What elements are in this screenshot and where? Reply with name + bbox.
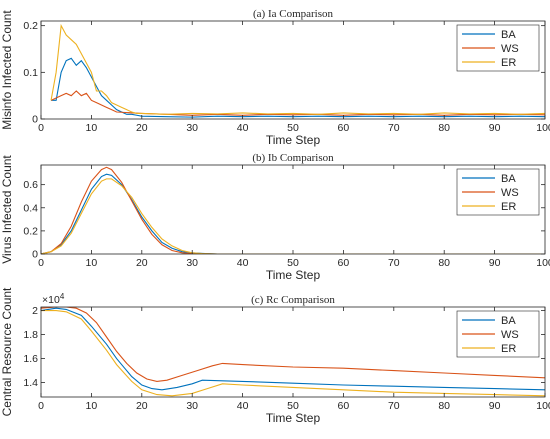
chart-panel-b: 0 10 20 30 40 50 60 70 80 90 100 0 0.2 0.4 0.6 (b) Ib C… <box>0 152 550 282</box>
x-axis-label: Time Step <box>266 411 321 425</box>
x-tick-label: 60 <box>338 257 350 269</box>
series-line-er <box>50 23 545 115</box>
legend-label-er: ER <box>501 343 516 355</box>
y-tick-label: 1.8 <box>23 329 38 341</box>
x-tick-label: 50 <box>287 400 299 412</box>
x-tick-label: 10 <box>86 400 98 412</box>
y-tick-label: 0 <box>32 249 38 261</box>
x-tick-label: 40 <box>237 257 249 269</box>
x-tick-label: 20 <box>136 400 148 412</box>
legend: BA WS ER <box>456 168 540 216</box>
x-tick-label: 10 <box>86 257 98 269</box>
legend-label-ba: BA <box>501 29 516 41</box>
y-tick-label: 0.6 <box>23 179 38 191</box>
legend-label-ws: WS <box>501 329 519 341</box>
x-tick-label: 100 <box>536 257 550 269</box>
x-axis-label: Time Step <box>266 268 321 282</box>
x-tick-label: 40 <box>237 122 249 134</box>
x-tick-label: 90 <box>489 400 501 412</box>
y-tick-label: 0.4 <box>23 202 38 214</box>
y-axis-label: Central Resource Count <box>0 287 14 416</box>
x-tick-label: 0 <box>38 257 44 269</box>
legend-label-ba: BA <box>501 315 516 327</box>
x-tick-label: 70 <box>388 122 400 134</box>
y-tick-label: 0 <box>32 114 38 126</box>
x-tick-label: 60 <box>338 122 350 134</box>
x-tick-label: 60 <box>338 400 350 412</box>
chart-panel-a: 0 10 20 30 40 50 60 70 80 90 100 0 0.1 0.2 (a) Ia Comp… <box>0 8 550 147</box>
legend: BA WS ER <box>456 24 540 72</box>
legend-label-er: ER <box>501 201 516 213</box>
chart-title: (b) Ib Comparison <box>252 152 334 164</box>
y-tick-label: 0.2 <box>23 20 38 32</box>
series-line-ba <box>51 57 545 118</box>
x-tick-label: 30 <box>186 257 198 269</box>
chart-title: (c) Rc Comparison <box>251 294 335 306</box>
y-tick-label: 1.6 <box>23 353 38 365</box>
y-axis-multiplier: ×104 <box>42 292 65 306</box>
x-tick-label: 80 <box>438 122 450 134</box>
x-tick-label: 0 <box>38 122 44 134</box>
series-line-er <box>41 310 545 397</box>
legend: BA WS ER <box>456 310 540 358</box>
y-axis-label: Misinfo Infected Count <box>0 10 14 130</box>
x-tick-label: 80 <box>438 400 450 412</box>
series-line-er <box>41 178 545 254</box>
x-tick-label: 30 <box>186 122 198 134</box>
legend-label-er: ER <box>501 57 516 69</box>
x-tick-label: 50 <box>287 122 299 134</box>
x-tick-label: 30 <box>186 400 198 412</box>
y-tick-label: 0.2 <box>23 225 38 237</box>
x-axis-label: Time Step <box>266 133 321 147</box>
y-tick-label: 2 <box>32 305 38 317</box>
y-tick-label: 1.4 <box>23 377 38 389</box>
chart-title: (a) Ia Comparison <box>253 8 334 20</box>
x-tick-label: 40 <box>237 400 249 412</box>
y-axis-label: Virus Infected Count <box>0 155 14 264</box>
x-tick-label: 10 <box>86 122 98 134</box>
x-tick-label: 90 <box>489 122 501 134</box>
x-tick-label: 0 <box>38 400 44 412</box>
x-tick-label: 20 <box>136 122 148 134</box>
x-tick-label: 50 <box>287 257 299 269</box>
y-tick-label: 0.1 <box>23 67 38 79</box>
legend-box <box>456 310 540 358</box>
x-tick-label: 70 <box>388 400 400 412</box>
x-tick-label: 20 <box>136 257 148 269</box>
x-tick-label: 70 <box>388 257 400 269</box>
chart-panel-c: 0 10 20 30 40 50 60 70 80 90 100 1.4 1.6 1.8 2 (c) Rc C… <box>0 287 550 425</box>
x-tick-label: 90 <box>489 257 501 269</box>
series-line-ws <box>41 307 545 382</box>
x-tick-label: 100 <box>536 400 550 412</box>
x-tick-label: 100 <box>536 122 550 134</box>
legend-label-ws: WS <box>501 187 519 199</box>
x-tick-label: 80 <box>438 257 450 269</box>
legend-label-ws: WS <box>501 43 519 55</box>
series-line-ba <box>41 307 545 391</box>
legend-label-ba: BA <box>501 173 516 185</box>
